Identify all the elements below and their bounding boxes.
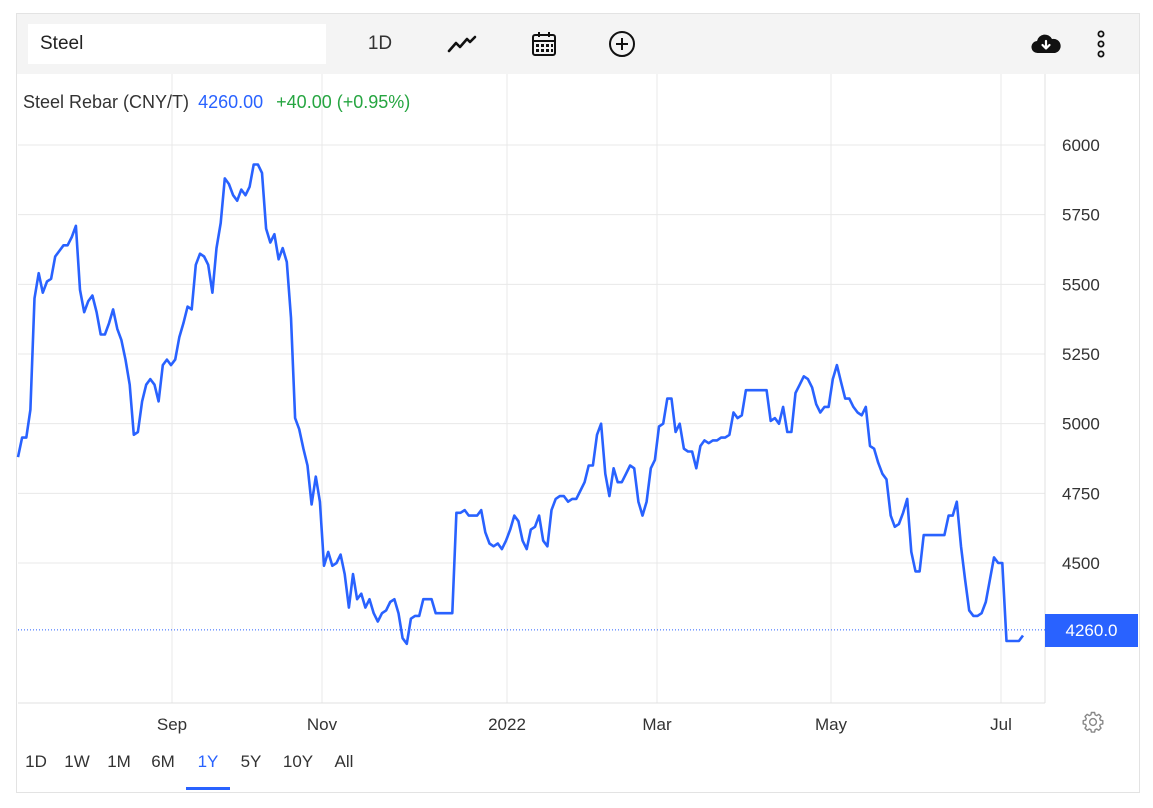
range-button-10y[interactable]: 10Y <box>282 752 314 771</box>
range-button-1m[interactable]: 1M <box>107 752 131 771</box>
price-series-line <box>16 163 1025 646</box>
y-tick-label: 5750 <box>1062 206 1100 225</box>
chart-type-button[interactable] <box>445 27 479 61</box>
y-tick-label: 4500 <box>1062 554 1100 573</box>
legend-symbol-name: Steel Rebar (CNY/T) <box>23 92 190 112</box>
chart-widget: Steel 1D <box>16 13 1140 793</box>
y-tick-label: 5000 <box>1062 415 1100 434</box>
x-tick-label: May <box>815 715 848 734</box>
add-circle-icon <box>609 31 635 57</box>
x-tick-label: Jul <box>990 715 1012 734</box>
x-tick-label: Sep <box>157 715 187 734</box>
range-button-1y[interactable]: 1Y <box>186 738 230 790</box>
chart-legend: Steel Rebar (CNY/T) 4260.00 +40.00 (+0.9… <box>23 92 410 113</box>
interval-button[interactable]: 1D <box>367 33 393 54</box>
y-tick-label: 5500 <box>1062 275 1100 294</box>
range-button-6m[interactable]: 6M <box>151 752 175 771</box>
range-button-1d[interactable]: 1D <box>25 752 47 771</box>
x-tick-label: Mar <box>642 715 672 734</box>
calendar-icon <box>532 32 556 56</box>
x-tick-label: Nov <box>307 715 338 734</box>
range-button-1w[interactable]: 1W <box>64 752 90 771</box>
x-tick-label: 2022 <box>488 715 526 734</box>
more-vertical-icon <box>1097 30 1105 58</box>
y-tick-label: 4750 <box>1062 484 1100 503</box>
add-comparison-button[interactable] <box>605 27 639 61</box>
download-button[interactable] <box>1029 27 1063 61</box>
y-axis: 4500 4750 5000 5250 5500 5750 6000 <box>1062 136 1100 573</box>
y-tick-label: 6000 <box>1062 136 1100 155</box>
calendar-button[interactable] <box>527 27 561 61</box>
range-button-all[interactable]: All <box>334 752 354 771</box>
last-price-label: 4260.0 <box>1045 613 1138 647</box>
chart-toolbar: Steel 1D <box>17 14 1139 74</box>
range-button-5y[interactable]: 5Y <box>240 752 262 771</box>
legend-change: +40.00 (+0.95%) <box>276 92 411 112</box>
y-tick-label: 5250 <box>1062 345 1100 364</box>
settings-gear-icon[interactable] <box>1081 710 1105 734</box>
cloud-download-icon <box>1031 34 1061 54</box>
symbol-search-input[interactable]: Steel <box>28 24 326 64</box>
legend-value: 4260.00 <box>198 92 264 112</box>
more-options-button[interactable] <box>1087 27 1115 61</box>
x-axis: Sep Nov 2022 Mar May Jul <box>157 715 1012 734</box>
line-chart-icon <box>447 35 477 53</box>
grid <box>18 74 1046 704</box>
